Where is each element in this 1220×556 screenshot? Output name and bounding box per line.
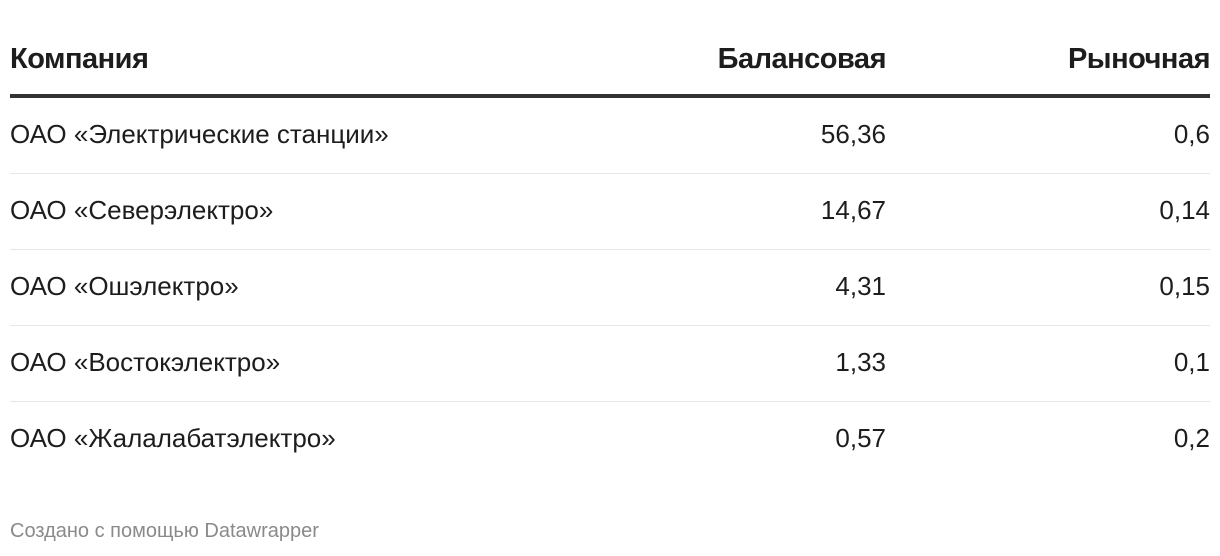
data-table: Компания Балансовая Рыночная ОАО «Электр…: [10, 36, 1211, 478]
table-row: ОАО «Северэлектро» 14,67 0,14: [10, 174, 1210, 250]
market-cell: 0,15: [1159, 270, 1210, 301]
table-row: ОАО «Ошэлектро» 4,31 0,15: [10, 250, 1210, 326]
table-row: ОАО «Востокэлектро» 1,33 0,1: [10, 326, 1210, 402]
company-cell: ОАО «Ошэлектро»: [10, 270, 239, 301]
balance-cell: 1,33: [835, 346, 886, 377]
column-header-balance[interactable]: Балансовая: [717, 43, 887, 75]
table-row: ОАО «Жалалабатэлектро» 0,57 0,2: [10, 402, 1210, 478]
table-header: Компания Балансовая Рыночная: [10, 36, 1211, 98]
market-cell: 0,1: [1173, 346, 1210, 377]
balance-cell: 4,31: [835, 270, 886, 301]
company-cell: ОАО «Жалалабатэлектро»: [10, 423, 336, 453]
company-cell: ОАО «Северэлектро»: [10, 194, 274, 225]
balance-cell: 14,67: [820, 194, 886, 225]
company-cell: ОАО «Востокэлектро»: [10, 346, 281, 377]
balance-cell: 56,36: [820, 118, 886, 149]
table-row: ОАО «Электрические станции» 56,36 0,6: [10, 98, 1210, 174]
column-header-market[interactable]: Рыночная: [1067, 43, 1211, 75]
market-cell: 0,14: [1159, 194, 1210, 225]
market-cell: 0,2: [1173, 423, 1210, 453]
company-cell: ОАО «Электрические станции»: [10, 118, 389, 149]
column-header-company[interactable]: Компания: [10, 43, 149, 75]
balance-cell: 0,57: [835, 423, 886, 453]
datawrapper-credit[interactable]: Создано с помощью Datawrapper: [10, 520, 319, 542]
market-cell: 0,6: [1173, 118, 1210, 149]
